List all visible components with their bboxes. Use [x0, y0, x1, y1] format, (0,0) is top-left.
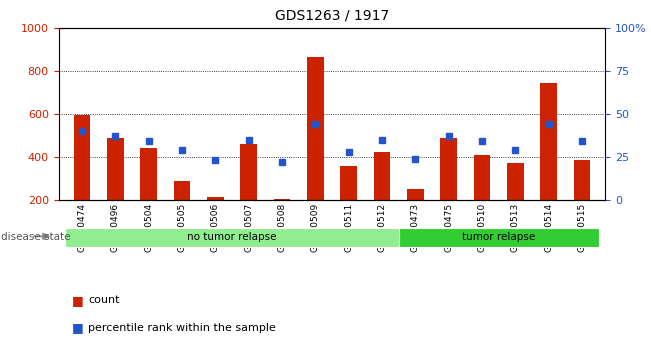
Text: count: count: [88, 295, 119, 305]
Bar: [140, 148, 157, 200]
Bar: [474, 155, 490, 200]
Text: ■: ■: [72, 294, 83, 307]
Text: percentile rank within the sample: percentile rank within the sample: [88, 323, 276, 333]
Bar: [374, 151, 391, 200]
Text: tumor relapse: tumor relapse: [462, 232, 535, 242]
Bar: [65, 228, 398, 247]
Text: no tumor relapse: no tumor relapse: [187, 232, 277, 242]
Bar: [440, 138, 457, 200]
Text: disease state: disease state: [1, 233, 70, 242]
Bar: [207, 197, 224, 200]
Bar: [398, 228, 599, 247]
Bar: [273, 199, 290, 200]
Bar: [107, 138, 124, 200]
Bar: [540, 82, 557, 200]
Bar: [240, 144, 257, 200]
Text: ■: ■: [72, 321, 83, 334]
Bar: [574, 160, 590, 200]
Bar: [307, 57, 324, 200]
Bar: [174, 181, 190, 200]
Text: GDS1263 / 1917: GDS1263 / 1917: [275, 9, 389, 23]
Bar: [74, 115, 90, 200]
Bar: [340, 166, 357, 200]
Bar: [507, 164, 524, 200]
Bar: [407, 189, 424, 200]
